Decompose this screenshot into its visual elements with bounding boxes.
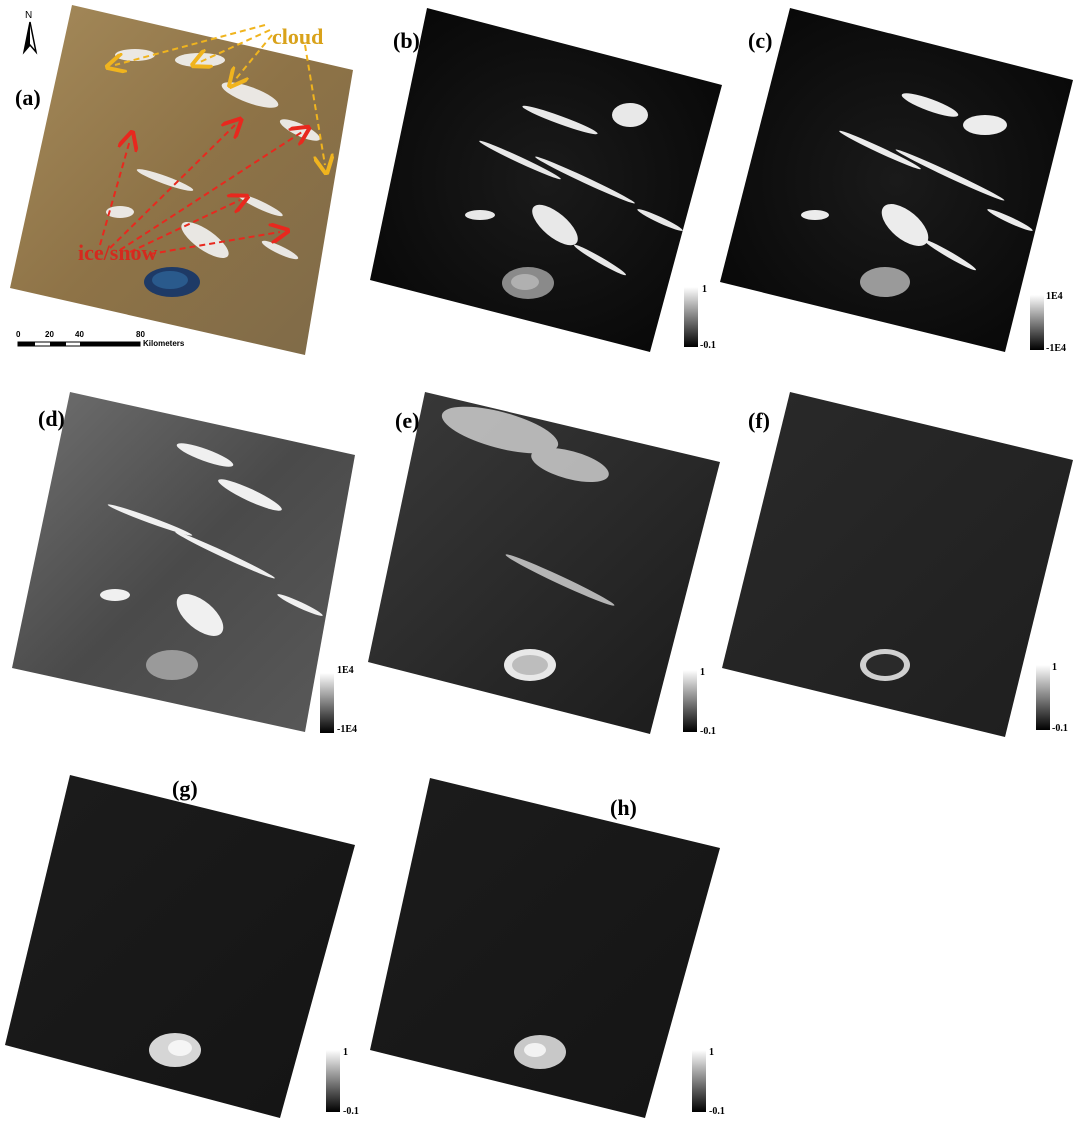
panel-f-image (722, 392, 1073, 737)
panel-h-cb-max: 1 (709, 1047, 714, 1058)
panel-g-image (5, 775, 355, 1118)
panel-e-image (368, 392, 720, 734)
panel-d-colorbar (320, 673, 334, 733)
scale-tick-20: 20 (45, 330, 54, 339)
panel-c-colorbar (1030, 295, 1044, 350)
panel-c-label: (c) (748, 28, 773, 53)
cloud-annotation: cloud (272, 24, 324, 49)
panel-b-image (370, 8, 722, 352)
panel-g-cb-min: -0.1 (343, 1106, 359, 1117)
panel-b-cb-min: -0.1 (700, 340, 716, 351)
north-label: N (25, 10, 33, 21)
panel-h-label: (h) (610, 795, 637, 820)
panel-f-label: (f) (748, 408, 770, 433)
scale-tick-40: 40 (75, 330, 84, 339)
panel-g-cb-max: 1 (343, 1047, 348, 1058)
north-arrow-icon (22, 21, 38, 55)
panel-h-image (370, 778, 720, 1118)
panel-c-image (720, 8, 1073, 352)
panel-e-label: (e) (395, 408, 420, 433)
panel-c-cb-max: 1E4 (1046, 291, 1063, 302)
panel-b-label: (b) (393, 28, 420, 53)
panel-d-image (12, 392, 355, 732)
panel-a-image (10, 5, 353, 355)
panel-d-label: (d) (38, 406, 65, 431)
panel-g-colorbar (326, 1050, 340, 1112)
panel-d-cb-max: 1E4 (337, 665, 354, 676)
panel-a-label: (a) (15, 85, 41, 110)
panel-f-colorbar (1036, 665, 1050, 730)
panel-f-cb-min: -0.1 (1052, 723, 1068, 734)
ice-arrows (99, 125, 302, 255)
panel-f-cb-max: 1 (1052, 662, 1057, 673)
panel-d-cb-min: -1E4 (337, 724, 357, 735)
scale-unit: Kilometers (143, 339, 185, 348)
panel-b-colorbar (684, 287, 698, 347)
panel-b-cb-max: 1 (702, 284, 707, 295)
ice-snow-annotation: ice/snow (78, 240, 158, 265)
panel-h-cb-min: -0.1 (709, 1106, 725, 1117)
panel-e-cb-max: 1 (700, 667, 705, 678)
panel-g-label: (g) (172, 776, 198, 801)
panel-e-colorbar (683, 670, 697, 732)
scale-tick-0: 0 (16, 330, 21, 339)
cloud-arrows (115, 24, 325, 165)
panel-e-cb-min: -0.1 (700, 726, 716, 737)
scale-bar (17, 341, 141, 347)
panel-h-colorbar (692, 1050, 706, 1112)
panel-c-cb-min: -1E4 (1046, 343, 1066, 354)
scale-tick-80: 80 (136, 330, 145, 339)
